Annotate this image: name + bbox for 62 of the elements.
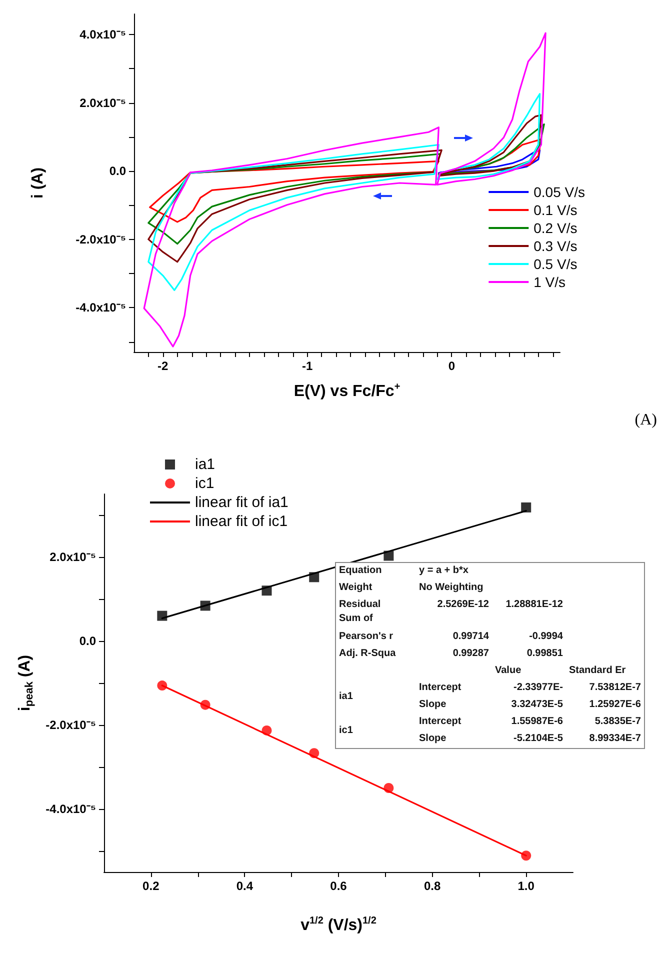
text: (A) bbox=[634, 412, 658, 428]
x-tick-label: 0.2 bbox=[142, 879, 160, 893]
x-tick-label: -2 bbox=[158, 359, 169, 373]
text: 8.99334E-7 bbox=[589, 732, 641, 746]
text: 7.53812E-7 bbox=[589, 681, 641, 695]
y-tick-label: -4.0x10⁻⁵ bbox=[46, 802, 96, 816]
x-tick-label: -1 bbox=[302, 359, 313, 373]
point bbox=[157, 610, 168, 621]
y-tick-label: 0.0 bbox=[109, 164, 126, 178]
y-tick-label: 2.0x10⁻⁵ bbox=[80, 96, 126, 110]
legend-label: 0.3 V/s bbox=[534, 238, 578, 254]
y-tick-label: -4.0x10⁻⁵ bbox=[76, 300, 126, 315]
y-tick-label: 2.0x10⁻⁵ bbox=[50, 550, 96, 564]
legend-label: 0.2 V/s bbox=[534, 220, 578, 236]
x-tick-label: 0.6 bbox=[330, 879, 348, 893]
legend-label: 0.05 V/s bbox=[534, 184, 586, 200]
y-tick-label: 4.0x10⁻⁵ bbox=[80, 27, 126, 42]
point bbox=[521, 502, 532, 512]
legend-label: ic1 bbox=[195, 475, 214, 492]
annotation: 0.99287 bbox=[452, 647, 489, 661]
annotation: 2.5269E-12 bbox=[437, 598, 489, 612]
x-tick-label: 1.0 bbox=[518, 879, 535, 893]
annotation: Value bbox=[495, 664, 522, 678]
legend-label: 0.5 V/s bbox=[534, 256, 578, 272]
annotation: Residual Sum of bbox=[339, 598, 382, 626]
x-tick-label: 0.8 bbox=[424, 879, 441, 893]
y-tick-label: -2.0x10⁻⁵ bbox=[76, 232, 126, 246]
y-tick-label: -2.0x10⁻⁵ bbox=[46, 718, 96, 732]
annotation: -0.9994 bbox=[529, 630, 563, 644]
annotation: 3.32473E-5 bbox=[511, 698, 563, 712]
annotation: Intercept bbox=[419, 715, 462, 729]
annotation: Intercept bbox=[419, 681, 462, 695]
annotation: y = a + b*x bbox=[419, 564, 468, 578]
x-axis-title: E(V) vs Fc/Fc+ bbox=[294, 382, 400, 400]
annotation: No Weighting bbox=[419, 581, 484, 595]
legend-label: linear fit of ia1 bbox=[195, 494, 288, 511]
legend-label: 1 V/s bbox=[534, 274, 566, 290]
annotation: Equation bbox=[339, 564, 382, 578]
annotation: ic1 bbox=[339, 724, 353, 738]
legend-label: 0.1 V/s bbox=[534, 202, 578, 218]
text: 5.3835E-7 bbox=[594, 715, 641, 729]
annotation: 1.28881E-12 bbox=[506, 598, 563, 612]
y-tick-label: 0.0 bbox=[79, 634, 96, 648]
annotation: 0.99851 bbox=[526, 647, 563, 661]
annotation: Standard Er bbox=[569, 664, 626, 678]
legend-label: ia1 bbox=[195, 456, 216, 473]
annotation: ia1 bbox=[339, 690, 353, 704]
annotation: Slope bbox=[419, 698, 446, 712]
y-axis-title: ipeak (A) bbox=[16, 654, 36, 712]
annotation: Weight bbox=[339, 581, 372, 595]
text: 1.25927E-6 bbox=[589, 698, 641, 712]
annotation: Adj. R-Squa bbox=[339, 647, 396, 661]
y-axis-title: i (A) bbox=[30, 167, 46, 199]
annotation: -2.33977E- bbox=[514, 681, 563, 695]
x-tick-label: 0 bbox=[448, 359, 456, 373]
annotation: Pearson's r bbox=[339, 630, 394, 644]
legend-label: linear fit of ic1 bbox=[195, 513, 288, 530]
annotation: -5.2104E-5 bbox=[514, 732, 563, 746]
annotation: 0.99714 bbox=[452, 630, 489, 644]
x-tick-label: 0.4 bbox=[236, 879, 254, 893]
annotation: Slope bbox=[419, 732, 446, 746]
annotation: 1.55987E-6 bbox=[511, 715, 563, 729]
